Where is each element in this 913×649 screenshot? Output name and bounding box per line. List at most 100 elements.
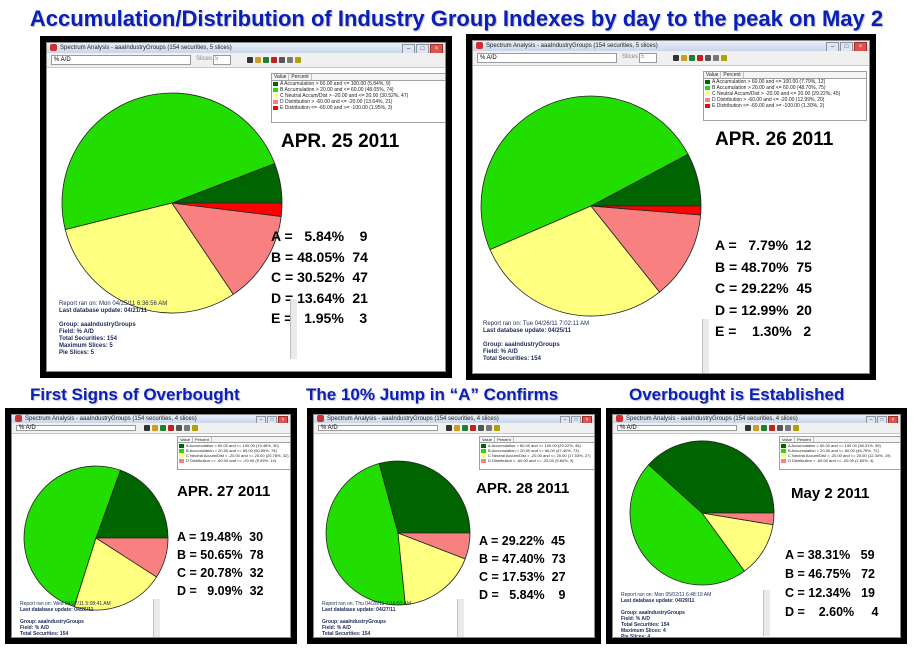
maximize-button[interactable]: □ [267,416,277,423]
minimize-button[interactable]: – [402,44,415,53]
legend-row[interactable]: B Accumulation > 20.00 and <= 60.00 (46.… [780,448,900,453]
legend-row[interactable]: A Accumulation > 60.00 and <= 100.00 (5.… [272,81,445,87]
pin-icon[interactable] [494,425,500,431]
legend-row[interactable]: C Neutral Accum/Dist > -20.00 and <= 20.… [780,453,900,458]
legend-row[interactable]: A Accumulation > 60.00 and <= 100.00 (7.… [704,79,866,85]
table-icon[interactable] [184,425,190,431]
field-select[interactable]: % A/D [16,425,136,431]
minimize-button[interactable]: – [256,416,266,423]
minimize-button[interactable]: – [560,416,570,423]
legend-row[interactable]: C Neutral Accum/Dist > -20.00 and <= 20.… [480,453,594,458]
maximize-button[interactable]: □ [877,416,887,423]
legend-row[interactable]: D Distribution > -60.00 and <= -20.00 (1… [272,99,445,105]
close-button[interactable]: × [278,416,288,423]
report-scrollbar[interactable] [457,599,464,637]
stat-line-c: C = 17.53% 27 [479,570,566,584]
legend-row[interactable]: B Accumulation > 20.00 and <= 60.00 (50.… [178,448,290,453]
save-icon[interactable] [247,57,253,63]
report-field: Field: % A/D [322,625,351,631]
stat-line-d: D = 5.84% 9 [479,588,566,602]
legend-row[interactable]: C Neutral Accum/Dist > -20.00 and <= 20.… [704,91,866,97]
minimize-button[interactable]: – [826,42,839,51]
close-button[interactable]: × [430,44,443,53]
field-select[interactable]: % A/D [318,425,438,431]
save-icon[interactable] [745,425,751,431]
table-icon[interactable] [785,425,791,431]
chart-icon[interactable] [689,55,695,61]
maximize-button[interactable]: □ [840,42,853,51]
save-icon[interactable] [144,425,150,431]
legend-label: A Accumulation > 60.00 and <= 100.00 (5.… [280,81,391,87]
grid-icon[interactable] [176,425,182,431]
pie-slice-b [325,463,406,606]
legend-row[interactable]: C Neutral Accum/Dist > -20.00 and <= 20.… [178,453,290,458]
date-label: APR. 25 2011 [281,131,400,152]
print-icon[interactable] [681,55,687,61]
legend-row[interactable]: E Distribution <= -60.00 and >= -100.00 … [272,105,445,111]
legend-row[interactable]: D Distribution > -60.00 and <= -20.00 (2… [780,458,900,463]
field-select[interactable]: % A/D [617,425,737,431]
chart-icon[interactable] [263,57,269,63]
report-scrollbar[interactable] [153,599,160,637]
color-icon[interactable] [769,425,775,431]
print-icon[interactable] [753,425,759,431]
save-icon[interactable] [446,425,452,431]
close-button[interactable]: × [888,416,898,423]
chart-icon[interactable] [160,425,166,431]
grid-icon[interactable] [777,425,783,431]
close-button[interactable]: × [854,42,867,51]
grid-icon[interactable] [478,425,484,431]
color-icon[interactable] [697,55,703,61]
report-scrollbar[interactable] [763,590,770,636]
legend-table: Value Percent A Accumulation > 60.00 and <… [177,436,290,470]
report-total: Total Securities: 154 [59,336,117,342]
legend-label: C Neutral Accum/Dist > -20.00 and <= 20.… [788,453,891,458]
table-icon[interactable] [713,55,719,61]
save-icon[interactable] [673,55,679,61]
legend-row[interactable]: D Distribution > -60.00 and <= -20.00 (1… [704,97,866,103]
legend-row[interactable]: D Distribution <= -60.00 and <= -20.00 (… [178,458,290,463]
legend-row[interactable]: B Accumulation > 20.00 and <= 60.00 (48.… [272,87,445,93]
color-icon[interactable] [271,57,277,63]
table-icon[interactable] [287,57,293,63]
close-button[interactable]: × [582,416,592,423]
date-label: APR. 26 2011 [715,129,834,150]
chart-icon[interactable] [761,425,767,431]
pie-chart [325,460,471,606]
field-select[interactable]: % A/D [51,55,191,65]
legend-row[interactable]: C Neutral Accum/Dist > -20.00 and <= 20.… [272,93,445,99]
slices-spinner[interactable]: 5 [213,55,231,65]
minimize-button[interactable]: – [866,416,876,423]
table-icon[interactable] [486,425,492,431]
pie-slice-b [480,95,689,251]
slices-spinner[interactable]: 5 [639,53,657,63]
legend-row[interactable]: A Accumulation > 60.00 and <= 100.00 (19… [178,443,290,448]
print-icon[interactable] [255,57,261,63]
legend-row[interactable]: A Accumulation > 60.00 and <= 100.00 (29… [480,443,594,448]
pin-icon[interactable] [295,57,301,63]
print-icon[interactable] [454,425,460,431]
legend-row[interactable]: A Accumulation > 60.00 and <= 100.00 (38… [780,443,900,448]
field-select[interactable]: % A/D [477,53,617,63]
legend-row[interactable]: E Distribution <= -60.00 and >= -100.00 … [704,103,866,109]
color-icon[interactable] [168,425,174,431]
legend-label: B Accumulation > 20.00 and <= 60.00 (48.… [280,87,394,93]
grid-icon[interactable] [705,55,711,61]
legend-table: Value Percent A Accumulation > 60.00 and <… [479,436,594,470]
pin-icon[interactable] [192,425,198,431]
report-scrollbar[interactable] [702,319,709,373]
print-icon[interactable] [152,425,158,431]
legend-header-cell: Percent [795,437,814,442]
maximize-button[interactable]: □ [416,44,429,53]
legend-row[interactable]: B Accumulation > 20.00 and <= 60.00 (48.… [704,85,866,91]
pin-icon[interactable] [793,425,799,431]
maximize-button[interactable]: □ [571,416,581,423]
grid-icon[interactable] [279,57,285,63]
legend-swatch [179,443,184,448]
pin-icon[interactable] [721,55,727,61]
legend-row[interactable]: B Accumulation > 20.00 and <= 60.00 (47.… [480,448,594,453]
color-icon[interactable] [470,425,476,431]
chart-icon[interactable] [462,425,468,431]
report-scrollbar[interactable] [290,299,297,359]
legend-row[interactable]: D Distribution > -60.00 and <= -20.00 (5… [480,458,594,463]
